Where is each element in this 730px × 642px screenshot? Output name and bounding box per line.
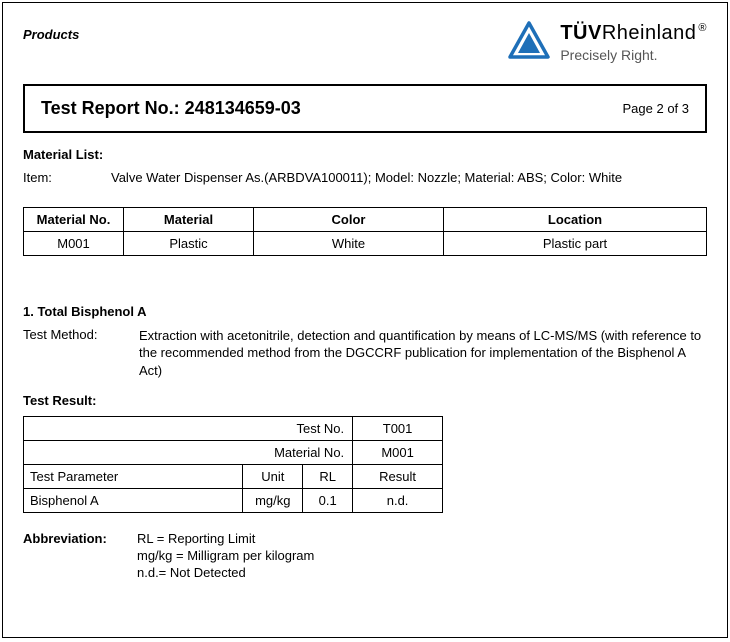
test-method-label: Test Method: [23,327,119,380]
param-result: n.d. [353,489,443,513]
report-page: Products TÜVRheinland® Precisely Right. … [2,2,728,638]
col-material: Material [124,207,254,231]
page-number: Page 2 of 3 [623,101,690,116]
result-header-row: Test Parameter Unit RL Result [24,465,443,489]
cell-material-no: M001 [24,231,124,255]
param-rl: 0.1 [303,489,353,513]
table-header-row: Material No. Material Color Location [24,207,707,231]
abbrev-line-2: mg/kg = Milligram per kilogram [137,548,314,565]
col-location: Location [444,207,707,231]
result-header: Result [353,465,443,489]
col-material-no: Material No. [24,207,124,231]
result-row-materialno: Material No. M001 [24,441,443,465]
header: Products TÜVRheinland® Precisely Right. [23,21,707,64]
test-no-label: Test No. [24,417,353,441]
table-row: M001 Plastic White Plastic part [24,231,707,255]
test-heading: 1. Total Bisphenol A [23,304,707,319]
material-table: Material No. Material Color Location M00… [23,207,707,256]
test-method-text: Extraction with acetonitrile, detection … [139,327,707,380]
item-description: Valve Water Dispenser As.(ARBDVA100011);… [111,170,622,185]
result-table: Test No. T001 Material No. M001 Test Par… [23,416,443,513]
cell-material: Plastic [124,231,254,255]
test-method-row: Test Method: Extraction with acetonitril… [23,327,707,380]
result-data-row: Bisphenol A mg/kg 0.1 n.d. [24,489,443,513]
param-unit: mg/kg [243,489,303,513]
col-color: Color [254,207,444,231]
products-label: Products [23,27,79,42]
unit-header: Unit [243,465,303,489]
param-name: Bisphenol A [24,489,243,513]
abbreviation-lines: RL = Reporting Limit mg/kg = Milligram p… [137,531,314,582]
cell-location: Plastic part [444,231,707,255]
material-no-label: Material No. [24,441,353,465]
item-label: Item: [23,170,63,185]
brand-name: TÜVRheinland® [560,21,707,45]
brand-tagline: Precisely Right. [560,47,707,64]
test-result-heading: Test Result: [23,393,707,408]
registered-icon: ® [698,22,707,34]
material-no-value: M001 [353,441,443,465]
triangle-icon [508,21,550,61]
item-row: Item: Valve Water Dispenser As.(ARBDVA10… [23,170,707,185]
report-title: Test Report No.: 248134659-03 [41,98,301,119]
brand-block: TÜVRheinland® Precisely Right. [508,21,707,64]
abbreviation-block: Abbreviation: RL = Reporting Limit mg/kg… [23,531,707,582]
report-banner: Test Report No.: 248134659-03 Page 2 of … [23,84,707,133]
result-row-testno: Test No. T001 [24,417,443,441]
material-list-heading: Material List: [23,147,707,162]
brand-bold: TÜV [560,22,602,44]
rl-header: RL [303,465,353,489]
param-header: Test Parameter [24,465,243,489]
abbreviation-label: Abbreviation: [23,531,119,582]
abbrev-line-1: RL = Reporting Limit [137,531,314,548]
cell-color: White [254,231,444,255]
abbrev-line-3: n.d.= Not Detected [137,565,314,582]
brand-rest: Rheinland [602,22,697,44]
test-no-value: T001 [353,417,443,441]
brand-text: TÜVRheinland® Precisely Right. [560,21,707,64]
